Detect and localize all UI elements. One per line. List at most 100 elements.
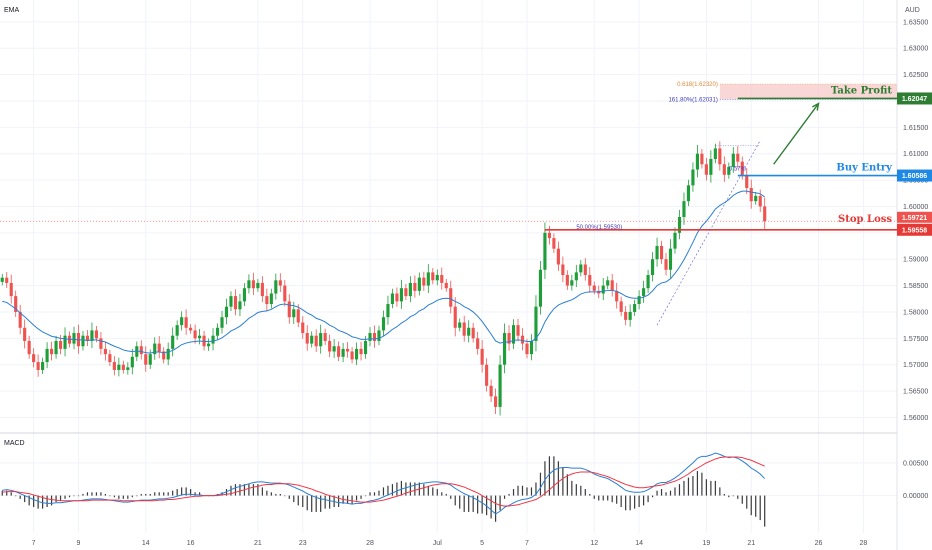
buy-entry-label: Buy Entry — [836, 163, 893, 174]
price-tick-label: 1.58500 — [903, 283, 928, 290]
macd-hist-bar — [468, 495, 470, 512]
candle — [677, 209, 682, 240]
candle — [449, 280, 453, 314]
candle — [606, 276, 610, 290]
candle-body — [189, 327, 193, 331]
candle — [758, 189, 762, 213]
candle-body — [278, 280, 282, 286]
candle-body — [14, 296, 18, 312]
candle-body — [171, 335, 175, 349]
buy-entry-price-tag: 1.60586 — [902, 173, 927, 180]
macd-hist-bar — [503, 495, 506, 499]
candle-body — [507, 333, 511, 344]
candle-body — [709, 158, 713, 175]
macd-hist-bar — [696, 471, 699, 496]
candle-body — [5, 277, 9, 283]
candle-body — [637, 296, 641, 305]
candle — [695, 144, 699, 178]
macd-hist-bar — [580, 485, 582, 496]
macd-hist-bar — [364, 495, 367, 497]
candle-body — [274, 280, 278, 294]
macd-hist-bar — [477, 495, 479, 514]
candle — [377, 325, 381, 346]
macd-hist-bar — [508, 493, 510, 496]
macd-hist-bar — [647, 495, 649, 503]
candle-body — [408, 282, 412, 297]
candle — [525, 338, 529, 359]
candle-body — [94, 330, 98, 339]
candle — [368, 327, 372, 347]
candle — [655, 237, 659, 267]
candle — [745, 168, 749, 195]
candle-body — [72, 333, 76, 344]
candle-body — [363, 340, 368, 355]
candle-body — [153, 343, 157, 355]
candle-body — [23, 327, 27, 341]
candle — [462, 315, 466, 342]
fib-50-label: 50.00%(1.59530) — [576, 225, 622, 231]
candle — [130, 348, 134, 375]
macd-hist-bar — [77, 495, 80, 497]
target-arrow-icon — [811, 102, 820, 111]
macd-hist-bar — [665, 492, 667, 496]
macd-hist-bar — [575, 484, 577, 496]
candle — [310, 331, 314, 348]
candle — [610, 273, 614, 297]
time-axis[interactable]: 7 9 14 16 21 23 28 Jul 5 7 12 14 19 21 26 28 — [32, 540, 868, 547]
candle — [5, 272, 9, 288]
macd-hist-bar — [526, 487, 528, 496]
candle-body — [238, 301, 242, 310]
candle-body — [682, 201, 686, 217]
candle-body — [377, 330, 381, 341]
macd-hist-bar — [481, 495, 483, 514]
macd-hist-bar — [705, 479, 707, 496]
candle — [516, 318, 520, 342]
currency-label: AUD — [905, 7, 920, 14]
macd-hist-bar — [728, 495, 730, 498]
candle — [422, 271, 426, 291]
candle — [664, 252, 668, 276]
macd-hist-bar — [306, 495, 308, 511]
candle — [565, 270, 569, 290]
candle — [198, 328, 202, 345]
candle — [372, 325, 377, 348]
candle — [574, 264, 578, 288]
price-tick-label: 1.57500 — [903, 336, 928, 343]
candle-body — [148, 354, 152, 365]
fib-618-label: 0.618(1.62320) — [677, 82, 718, 88]
macd-hist-bar — [517, 485, 519, 496]
macd-hist-bar — [490, 495, 492, 519]
macd-line — [2, 452, 766, 515]
time-tick-label: 23 — [299, 540, 307, 547]
macd-hist-bar — [86, 492, 89, 496]
candle-body — [108, 354, 112, 363]
candle-body — [323, 333, 327, 341]
trade-annotations[interactable]: 0.618(1.62320) 161.80%(1.62031) Take Profi… — [0, 82, 932, 326]
candle-body — [395, 293, 399, 302]
candle-body — [350, 351, 354, 360]
current-price-badge — [897, 211, 932, 223]
candle-body — [229, 296, 233, 307]
macd-hist-bar — [535, 482, 537, 496]
candle-body — [287, 301, 291, 318]
macd-hist-bar — [104, 493, 106, 496]
candle — [471, 323, 475, 343]
macd-hist-bar — [616, 495, 618, 504]
macd-hist-bar — [400, 480, 403, 496]
candle-body — [516, 325, 520, 336]
candle — [0, 273, 4, 286]
stop-loss-price-tag: 1.59558 — [902, 227, 927, 234]
macd-hist-bar — [320, 495, 322, 512]
macd-hist-bar — [539, 472, 542, 496]
stop-loss-price-badge — [897, 223, 932, 236]
candle-body — [354, 348, 359, 360]
macd-hist-bar — [719, 487, 721, 496]
candle-body — [139, 346, 143, 355]
macd-hist-bar — [625, 495, 627, 511]
target-arrow-shaft — [773, 103, 820, 165]
macd-axis[interactable]: 0.00500 0.00000 — [903, 460, 928, 500]
candle — [668, 239, 673, 279]
candle — [238, 293, 242, 317]
macd-hist-bar — [737, 495, 739, 499]
